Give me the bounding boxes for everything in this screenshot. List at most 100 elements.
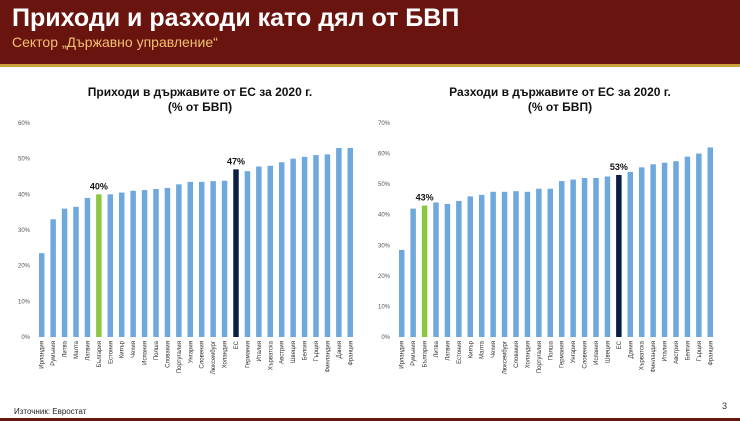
expenditure-bar bbox=[616, 174, 622, 337]
revenue-bar-chart: 0% 10% 20% 30% 40% 50% 60% Ирландия Румъния Литва… bbox=[18, 121, 354, 374]
revenue-category-label: Гърция bbox=[314, 341, 320, 361]
revenue-chart-title-line2: (% от БВП) bbox=[167, 100, 233, 114]
revenue-bar bbox=[301, 156, 308, 337]
expenditure-ytick-label: 60% bbox=[378, 152, 391, 158]
revenue-bar bbox=[107, 194, 114, 337]
revenue-category-label: Италия bbox=[257, 341, 263, 361]
expenditure-data-label: 53% bbox=[610, 162, 628, 172]
expenditure-category-label: Швеция bbox=[605, 341, 611, 363]
revenue-bar bbox=[244, 171, 251, 337]
expenditure-bar bbox=[707, 147, 714, 337]
expenditure-ytick-label: 0% bbox=[381, 335, 390, 341]
expenditure-bar bbox=[524, 191, 531, 337]
expenditure-bar bbox=[661, 162, 668, 337]
revenue-data-label: 47% bbox=[227, 156, 245, 166]
expenditure-bar bbox=[536, 188, 542, 337]
revenue-category-label: Унгария bbox=[188, 341, 194, 363]
revenue-category-label: Испания bbox=[143, 341, 149, 365]
page-number: 3 bbox=[722, 401, 728, 411]
revenue-chart-title-line1: Приходи в държавите от ЕС за 2020 г. bbox=[87, 85, 313, 99]
revenue-category-label: Словения bbox=[200, 341, 206, 369]
expenditure-chart-title-line2: (% от БВП) bbox=[527, 100, 593, 114]
revenue-bar bbox=[164, 187, 171, 337]
revenue-bar bbox=[324, 154, 331, 337]
revenue-category-label: Франция bbox=[348, 341, 354, 366]
expenditure-bar bbox=[456, 200, 462, 337]
expenditure-category-label: Чехия bbox=[491, 341, 497, 358]
revenue-bar bbox=[50, 219, 56, 337]
expenditure-bar bbox=[433, 202, 439, 337]
revenue-ytick-label: 30% bbox=[18, 228, 31, 234]
revenue-bar bbox=[347, 147, 354, 337]
revenue-category-label: Ирландия bbox=[40, 341, 46, 369]
expenditure-category-label: Литва bbox=[434, 340, 440, 357]
expenditure-category-label: Кипър bbox=[468, 340, 474, 358]
expenditure-bar bbox=[570, 179, 576, 337]
header-divider bbox=[0, 64, 740, 67]
expenditure-bar bbox=[513, 191, 519, 337]
expenditure-category-label: Словакия bbox=[514, 341, 520, 368]
expenditure-category-label: Испания bbox=[594, 341, 600, 365]
revenue-category-label: Холандия bbox=[223, 341, 229, 368]
revenue-ytick-label: 60% bbox=[18, 121, 31, 127]
expenditure-category-label: Латвия bbox=[445, 341, 451, 361]
revenue-category-label: Белгия bbox=[303, 341, 309, 360]
expenditure-bar bbox=[650, 164, 656, 337]
expenditure-bar bbox=[638, 167, 645, 337]
revenue-bar bbox=[233, 169, 239, 337]
revenue-chart-title: Приходи в държавите от ЕС за 2020 г. (% … bbox=[40, 85, 360, 115]
revenue-category-label: Чехия bbox=[131, 341, 137, 358]
revenue-bar bbox=[118, 192, 125, 337]
revenue-category-label: Малта bbox=[74, 340, 80, 359]
revenue-bar bbox=[176, 184, 182, 337]
revenue-data-label: 40% bbox=[90, 181, 108, 191]
expenditure-category-label: Португалия bbox=[537, 341, 543, 373]
expenditure-bar bbox=[501, 191, 508, 337]
header-banner: Приходи и разходи като дял от БВП Сектор… bbox=[0, 0, 740, 64]
revenue-category-label: Хърватска bbox=[268, 340, 274, 370]
revenue-bar bbox=[38, 253, 45, 337]
revenue-bar bbox=[267, 165, 274, 337]
expenditure-category-label: Ирландия bbox=[400, 341, 406, 369]
revenue-category-label: Румъния bbox=[51, 341, 57, 366]
revenue-category-label: Словакия bbox=[165, 341, 171, 368]
expenditure-ytick-label: 40% bbox=[378, 213, 391, 219]
revenue-bar bbox=[61, 208, 68, 337]
revenue-category-label: Латвия bbox=[85, 341, 91, 361]
revenue-ytick-label: 40% bbox=[18, 192, 31, 198]
expenditure-bar bbox=[398, 249, 405, 337]
revenue-ytick-label: 0% bbox=[21, 335, 30, 341]
expenditure-bar bbox=[444, 204, 451, 337]
expenditure-ytick-label: 10% bbox=[378, 304, 391, 310]
expenditure-bar bbox=[410, 208, 416, 337]
expenditure-category-label: Белгия bbox=[685, 341, 691, 360]
expenditure-bar bbox=[558, 181, 565, 337]
revenue-bar bbox=[290, 158, 296, 337]
expenditure-category-label: Финландия bbox=[651, 341, 657, 372]
expenditure-bar bbox=[467, 196, 474, 337]
expenditure-category-label: Гърция bbox=[697, 341, 703, 361]
revenue-bar bbox=[187, 181, 194, 337]
expenditure-category-label: Холандия bbox=[525, 341, 531, 368]
revenue-ytick-label: 50% bbox=[18, 157, 31, 163]
revenue-ytick-label: 10% bbox=[18, 299, 31, 305]
revenue-bar bbox=[256, 166, 262, 337]
revenue-category-label: Литва bbox=[63, 340, 69, 357]
expenditure-category-label: Австрия bbox=[674, 341, 680, 364]
expenditure-bar bbox=[421, 205, 428, 337]
expenditure-category-label: Словения bbox=[583, 341, 589, 369]
revenue-category-label: Австрия bbox=[280, 341, 286, 364]
expenditure-category-label: Полша bbox=[548, 340, 554, 360]
expenditure-bar bbox=[593, 178, 599, 337]
expenditure-bar bbox=[581, 178, 588, 337]
expenditure-ytick-label: 30% bbox=[378, 243, 391, 249]
revenue-bar bbox=[336, 147, 342, 337]
revenue-category-label: Дания bbox=[337, 341, 343, 358]
expenditure-bar bbox=[684, 156, 691, 337]
revenue-bar bbox=[84, 197, 91, 337]
footer-divider bbox=[0, 418, 740, 421]
revenue-category-label: Люксембург bbox=[211, 340, 217, 374]
revenue-bar bbox=[313, 155, 319, 337]
expenditure-data-label: 43% bbox=[416, 193, 434, 203]
revenue-bar bbox=[221, 180, 228, 337]
